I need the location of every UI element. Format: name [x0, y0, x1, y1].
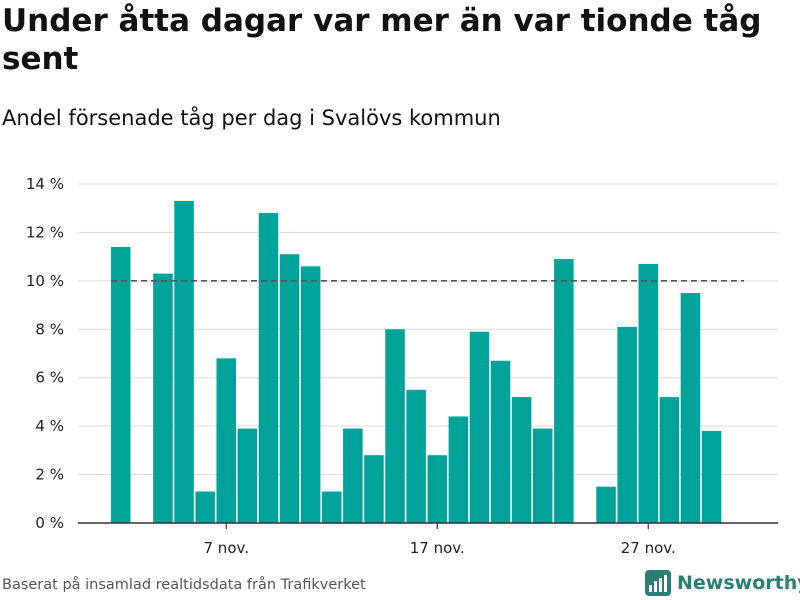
x-tick-label: 7 nov. — [204, 539, 249, 557]
bar[interactable] — [174, 200, 194, 523]
y-tick-label: 8 % — [35, 320, 64, 338]
y-tick-label: 12 % — [26, 223, 64, 241]
bar[interactable] — [237, 428, 258, 523]
bar[interactable] — [596, 486, 616, 523]
bar[interactable] — [427, 455, 448, 523]
y-tick-label: 4 % — [35, 417, 64, 435]
bar[interactable] — [153, 273, 173, 523]
bar[interactable] — [448, 416, 469, 523]
x-axis-labels: 7 nov. 17 nov. 27 nov. — [204, 523, 676, 557]
x-tick-label: 17 nov. — [410, 539, 465, 557]
bar[interactable] — [195, 491, 215, 523]
bar[interactable] — [406, 389, 426, 523]
bar[interactable] — [111, 246, 131, 523]
bar[interactable] — [364, 455, 384, 523]
bar[interactable] — [617, 326, 637, 523]
y-tick-label: 10 % — [26, 272, 64, 290]
bars — [111, 200, 722, 524]
bar[interactable] — [490, 360, 511, 523]
bar[interactable] — [343, 428, 363, 523]
y-tick-label: 6 % — [35, 369, 64, 387]
bar[interactable] — [659, 397, 680, 523]
bar[interactable] — [511, 397, 532, 523]
brand-name: Newsworthy — [677, 572, 800, 594]
y-tick-label: 2 % — [35, 466, 64, 484]
source-note: Baserat på insamlad realtidsdata från Tr… — [2, 577, 366, 593]
chart-title: Under åtta dagar var mer än var tionde t… — [2, 3, 762, 77]
bar[interactable] — [533, 428, 553, 523]
bar[interactable] — [216, 358, 237, 523]
bar[interactable] — [279, 254, 300, 523]
bar[interactable] — [701, 430, 722, 523]
bar[interactable] — [258, 213, 279, 524]
bar[interactable] — [554, 259, 574, 523]
bar[interactable] — [385, 329, 405, 523]
newsworthy-logo-icon — [645, 570, 671, 596]
x-tick-label: 27 nov. — [621, 539, 676, 557]
chart-subtitle: Andel försenade tåg per dag i Svalövs ko… — [2, 106, 501, 130]
y-tick-label: 0 % — [35, 514, 64, 532]
bar[interactable] — [322, 491, 342, 523]
brand-logo[interactable]: Newsworthy — [645, 568, 800, 598]
y-tick-label: 14 % — [26, 175, 64, 193]
bar[interactable] — [469, 331, 490, 523]
bar[interactable] — [638, 263, 659, 523]
y-axis-labels: 0 % 2 % 4 % 6 % 8 % 10 % 12 % 14 % — [26, 175, 64, 532]
bar[interactable] — [680, 292, 701, 523]
bar[interactable] — [300, 266, 321, 523]
